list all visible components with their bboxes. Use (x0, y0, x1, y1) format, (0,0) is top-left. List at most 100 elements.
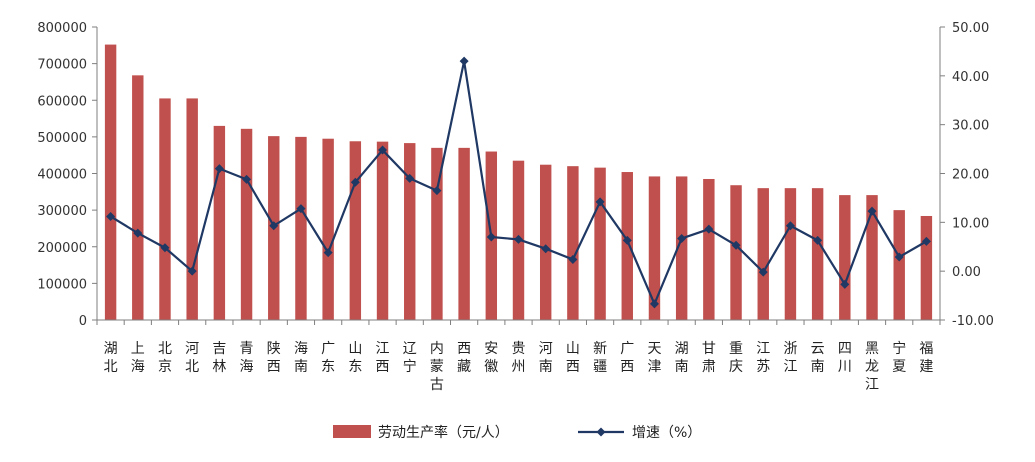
growth-marker-3 (187, 266, 197, 276)
growth-marker-22 (704, 224, 714, 234)
right-tick-label-6: 50.00 (952, 21, 989, 36)
category-label-20: 天津 (647, 341, 661, 375)
bar-17 (567, 166, 579, 320)
category-label-9: 山东 (348, 341, 362, 375)
growth-marker-6 (269, 221, 279, 231)
growth-marker-16 (541, 244, 551, 254)
legend-bar-label: 劳动生产率（元/人） (378, 424, 509, 441)
bar-19 (621, 172, 633, 320)
bar-18 (594, 167, 606, 320)
bar-12 (431, 147, 443, 320)
category-label-15: 贵州 (512, 341, 526, 375)
bar-10 (376, 141, 389, 320)
bars-layer (104, 44, 933, 321)
bar-11 (404, 143, 416, 320)
growth-marker-8 (323, 248, 333, 258)
bar-27 (839, 195, 851, 320)
category-label-16: 河南 (539, 341, 553, 375)
growth-marker-27 (840, 279, 850, 289)
category-label-28: 黑龙江 (865, 341, 879, 393)
bar-20 (648, 176, 661, 320)
bar-2 (159, 98, 171, 320)
right-tick-label-0: -10.00 (952, 314, 994, 329)
right-tick-label-5: 40.00 (952, 70, 989, 85)
left-tick-label-2: 200000 (37, 241, 87, 256)
category-label-23: 重庆 (729, 341, 743, 375)
category-label-4: 吉林 (212, 341, 226, 375)
growth-marker-11 (405, 173, 415, 183)
legend-line-marker (596, 427, 606, 437)
bar-23 (730, 185, 742, 320)
category-label-22: 甘肃 (702, 341, 716, 375)
category-label-18: 新疆 (593, 341, 607, 375)
growth-marker-18 (595, 197, 605, 207)
growth-marker-12 (432, 186, 442, 196)
growth-marker-20 (649, 299, 659, 309)
category-label-13: 西藏 (457, 341, 471, 375)
category-label-6: 陕西 (267, 341, 281, 375)
growth-marker-2 (160, 243, 170, 253)
growth-marker-15 (514, 234, 523, 244)
growth-marker-28 (867, 206, 877, 216)
right-tick-label-1: 0.00 (952, 265, 981, 280)
bar-8 (322, 138, 334, 320)
category-label-11: 辽宁 (403, 341, 417, 375)
category-label-19: 广西 (620, 341, 634, 375)
growth-marker-0 (106, 211, 116, 221)
growth-marker-29 (894, 252, 904, 262)
category-label-21: 湖南 (675, 341, 689, 375)
bar-22 (703, 178, 715, 320)
bar-29 (893, 210, 905, 321)
category-label-3: 河北 (185, 341, 199, 375)
growth-marker-5 (242, 174, 252, 184)
category-label-25: 浙江 (783, 341, 797, 375)
growth-marker-10 (378, 145, 388, 155)
bar-5 (240, 128, 253, 320)
line-layer (106, 56, 931, 309)
category-label-10: 江西 (376, 341, 390, 375)
right-tick-label-4: 30.00 (952, 119, 989, 134)
bar-16 (539, 164, 552, 320)
left-tick-label-1: 100000 (37, 277, 87, 292)
growth-marker-1 (133, 228, 143, 238)
bar-3 (186, 98, 198, 320)
legend-bar-swatch (333, 425, 371, 438)
left-tick-label-7: 700000 (37, 58, 87, 73)
bar-7 (295, 136, 307, 321)
category-label-27: 四川 (838, 341, 852, 375)
bar-25 (784, 188, 797, 320)
category-label-29: 宁夏 (892, 340, 906, 375)
growth-marker-21 (677, 233, 687, 243)
bar-21 (675, 176, 688, 320)
left-tick-label-5: 500000 (37, 131, 87, 146)
growth-marker-14 (486, 232, 496, 242)
category-label-12: 内蒙古 (430, 341, 444, 393)
left-tick-label-4: 400000 (37, 168, 87, 183)
bar-9 (349, 141, 362, 320)
labels-layer: 0 100000 200000 300000 400000 500000 600000 700… (37, 21, 994, 393)
left-tick-label-6: 600000 (37, 94, 87, 109)
category-label-8: 广东 (321, 341, 335, 375)
category-label-1: 上海 (131, 341, 145, 375)
growth-marker-24 (758, 267, 768, 277)
growth-marker-9 (350, 177, 360, 187)
right-tick-label-3: 20.00 (952, 168, 989, 183)
bar-0 (104, 44, 117, 320)
category-label-14: 安徽 (484, 341, 498, 375)
growth-marker-7 (296, 204, 306, 214)
growth-marker-23 (731, 240, 741, 250)
left-tick-label-0: 0 (79, 314, 87, 329)
growth-marker-30 (921, 236, 931, 246)
left-tick-label-8: 800000 (37, 21, 87, 36)
growth-marker-4 (214, 164, 224, 174)
growth-marker-19 (622, 235, 632, 245)
growth-marker-17 (568, 254, 578, 264)
bar-4 (213, 125, 226, 320)
bar-1 (132, 75, 144, 320)
legend: 劳动生产率（元/人） 增速（%） (333, 424, 701, 441)
bar-28 (866, 195, 878, 320)
bar-26 (811, 188, 824, 320)
category-label-2: 北京 (158, 341, 172, 375)
growth-marker-13 (459, 56, 469, 66)
